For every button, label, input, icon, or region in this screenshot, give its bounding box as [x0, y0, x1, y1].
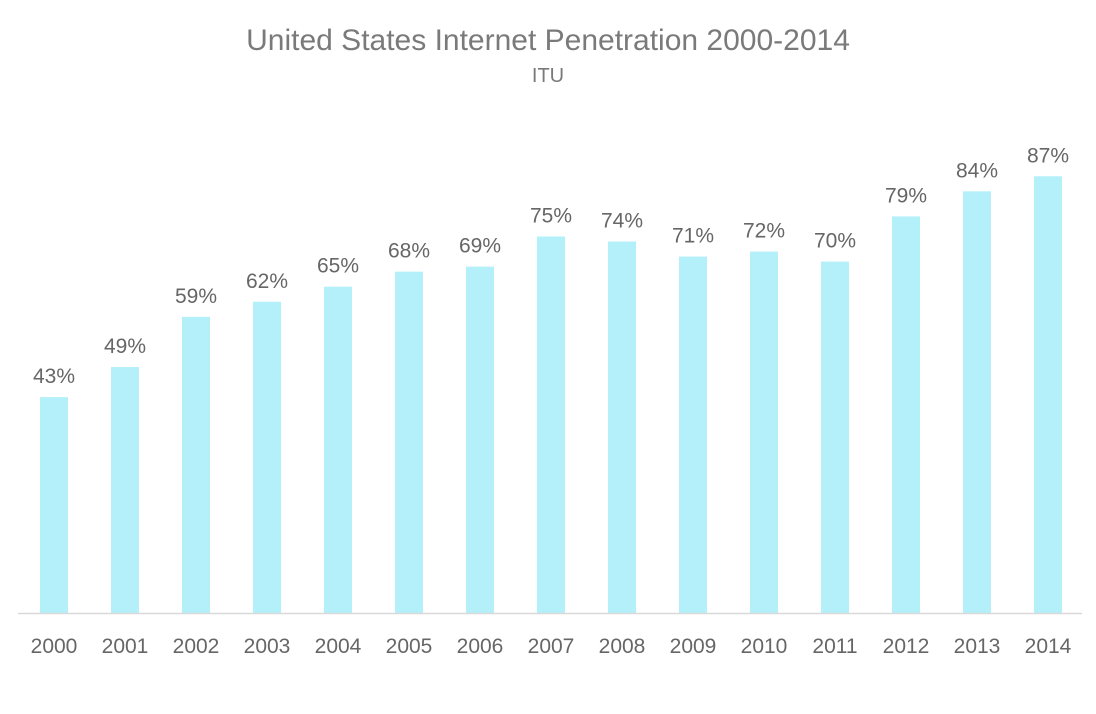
data-label-2003: 62%: [246, 270, 288, 293]
x-tick-label-2011: 2011: [812, 635, 857, 658]
x-tick-label-2008: 2008: [599, 635, 646, 658]
bar-2010: [750, 251, 778, 613]
data-label-2004: 65%: [317, 255, 359, 278]
x-tick-label-2009: 2009: [670, 635, 717, 658]
bar-2005: [395, 271, 423, 613]
bar-2013: [963, 191, 991, 613]
x-tick-label-2007: 2007: [528, 635, 575, 658]
data-label-2006: 69%: [459, 235, 501, 258]
bar-2009: [679, 256, 707, 613]
bar-2012: [892, 216, 920, 614]
data-label-2005: 68%: [388, 240, 430, 263]
bar-2011: [821, 261, 849, 613]
data-label-2000: 43%: [33, 365, 75, 388]
bar-2008: [608, 241, 636, 613]
x-tick-label-2003: 2003: [244, 635, 291, 658]
x-tick-label-2004: 2004: [315, 635, 362, 658]
bar-2001: [111, 367, 139, 613]
data-label-2011: 70%: [814, 230, 856, 253]
x-tick-label-2002: 2002: [173, 635, 220, 658]
data-labels-group: 43% 49% 59% 62% 65% 68% 69% 75% 74% 71% 72% 70% 79% 8…: [33, 144, 1069, 388]
data-label-2002: 59%: [175, 285, 217, 308]
x-tick-label-2006: 2006: [457, 635, 504, 658]
data-label-2012: 79%: [885, 184, 927, 207]
x-tick-label-2005: 2005: [386, 635, 433, 658]
chart-subtitle: ITU: [531, 65, 565, 87]
x-tick-label-2014: 2014: [1025, 635, 1072, 658]
data-label-2009: 71%: [672, 225, 714, 248]
bar-2002: [182, 316, 210, 613]
bar-2007: [537, 236, 565, 613]
x-axis-ticks-group: 2000 2001 2002 2003 2004 2005 2006 2007 2008 2009…: [31, 635, 1072, 658]
data-label-2007: 75%: [530, 205, 572, 228]
x-tick-label-2012: 2012: [883, 635, 930, 658]
bar-2003: [253, 301, 281, 613]
bar-2000: [40, 397, 68, 613]
bars-group: [40, 176, 1062, 614]
data-label-2001: 49%: [104, 335, 146, 358]
bar-2006: [466, 266, 494, 613]
data-label-2008: 74%: [601, 210, 643, 233]
x-tick-label-2013: 2013: [954, 635, 1001, 658]
data-label-2013: 84%: [956, 159, 998, 182]
x-tick-label-2001: 2001: [102, 635, 149, 658]
chart-title: United States Internet Penetration 2000-…: [246, 24, 850, 57]
data-label-2010: 72%: [743, 220, 785, 243]
bar-2014: [1034, 176, 1062, 613]
x-tick-label-2010: 2010: [741, 635, 788, 658]
x-tick-label-2000: 2000: [31, 635, 78, 658]
data-label-2014: 87%: [1027, 144, 1069, 167]
bar-2004: [324, 286, 352, 613]
